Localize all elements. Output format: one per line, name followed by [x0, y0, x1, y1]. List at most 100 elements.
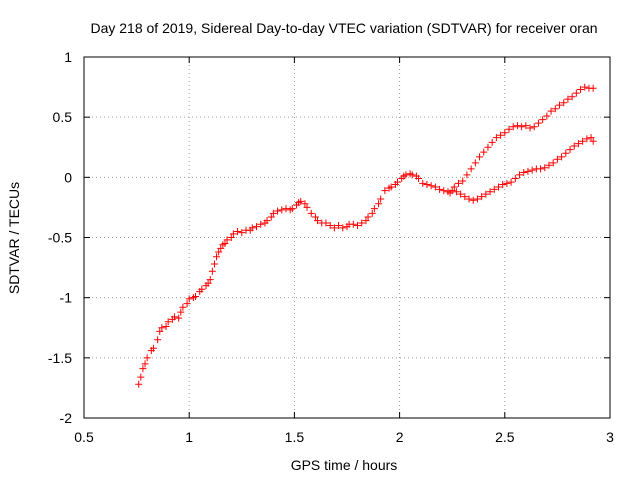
data-point — [358, 219, 366, 227]
data-point — [484, 143, 492, 151]
data-point — [149, 344, 157, 352]
grid-lines — [84, 57, 610, 418]
data-point — [162, 323, 170, 331]
data-point — [518, 123, 526, 131]
data-point — [192, 292, 200, 300]
x-tick-labels: 0.5 1 1.5 2 2.5 3 — [74, 429, 614, 445]
data-point — [530, 123, 538, 131]
y-tick-labels: 1 0.5 0 -0.5 -1 -1.5 -2 — [48, 49, 72, 426]
y-tick-label: 0.5 — [53, 109, 73, 125]
data-point — [208, 267, 216, 275]
data-point — [501, 129, 509, 137]
data-point — [278, 206, 286, 214]
data-point — [282, 205, 290, 213]
data-point — [558, 153, 566, 161]
data-point — [482, 190, 490, 198]
data-point — [566, 146, 574, 154]
data-point — [408, 171, 416, 179]
data-point — [274, 207, 282, 215]
x-tick-label: 0.5 — [74, 429, 94, 445]
data-point — [179, 303, 187, 311]
data-point — [463, 171, 471, 179]
data-point — [522, 122, 530, 130]
data-point — [204, 279, 212, 287]
data-point — [223, 236, 231, 244]
data-point — [560, 99, 568, 107]
x-tick-label: 2 — [396, 429, 404, 445]
data-point — [387, 183, 395, 191]
data-point — [253, 223, 261, 231]
data-point — [562, 149, 570, 157]
y-tick-label: -1.5 — [48, 350, 72, 366]
data-point — [263, 217, 271, 225]
data-point — [170, 313, 178, 321]
data-point — [503, 179, 511, 187]
data-point — [589, 84, 597, 92]
data-point — [141, 360, 149, 368]
data-point — [490, 185, 498, 193]
data-point — [499, 181, 507, 189]
data-point — [473, 195, 481, 203]
data-point — [229, 230, 237, 238]
data-point — [248, 224, 256, 232]
data-point — [175, 314, 183, 322]
data-point — [364, 213, 372, 221]
data-point — [419, 179, 427, 187]
data-point — [492, 134, 500, 142]
data-point — [370, 205, 378, 213]
data-point — [362, 217, 370, 225]
y-tick-label: 1 — [64, 49, 72, 65]
chart-title: Day 218 of 2019, Sidereal Day-to-day VTE… — [90, 20, 597, 36]
data-point — [269, 209, 277, 217]
data-point — [455, 179, 463, 187]
data-point — [135, 380, 143, 388]
data-point — [177, 308, 185, 316]
data-point — [303, 203, 311, 211]
data-point — [570, 142, 578, 150]
data-point — [587, 134, 595, 142]
data-point — [206, 276, 214, 284]
data-point — [467, 165, 475, 173]
data-point — [541, 164, 549, 172]
data-point — [534, 119, 542, 127]
data-point — [528, 166, 536, 174]
data-point — [288, 205, 296, 213]
y-tick-label: 0 — [64, 169, 72, 185]
data-point — [423, 181, 431, 189]
data-point — [339, 224, 347, 232]
data-points — [135, 83, 597, 388]
data-point — [476, 153, 484, 161]
data-point — [217, 244, 225, 252]
data-point — [450, 183, 458, 191]
data-point — [457, 190, 465, 198]
data-point — [469, 196, 477, 204]
data-point — [465, 195, 473, 203]
data-point — [579, 137, 587, 145]
data-point — [215, 248, 223, 256]
data-point — [511, 175, 519, 183]
data-point — [427, 182, 435, 190]
data-point — [440, 187, 448, 195]
data-point — [354, 221, 362, 229]
data-point — [507, 178, 515, 186]
data-point — [520, 169, 528, 177]
data-point — [139, 365, 147, 373]
x-tick-label: 2.5 — [495, 429, 515, 445]
y-tick-label: -0.5 — [48, 230, 72, 246]
data-point — [156, 327, 164, 335]
x-tick-label: 3 — [606, 429, 614, 445]
data-point — [227, 234, 235, 241]
data-point — [267, 213, 275, 221]
data-point — [574, 140, 582, 148]
data-point — [452, 188, 460, 196]
data-point — [349, 220, 357, 228]
data-point — [513, 122, 521, 130]
data-point — [381, 187, 389, 195]
data-point — [583, 135, 591, 143]
data-point — [577, 85, 585, 93]
data-point — [539, 116, 547, 124]
data-point — [553, 155, 561, 163]
y-tick-label: -2 — [60, 410, 73, 426]
data-point — [505, 125, 513, 133]
data-point — [431, 183, 439, 191]
